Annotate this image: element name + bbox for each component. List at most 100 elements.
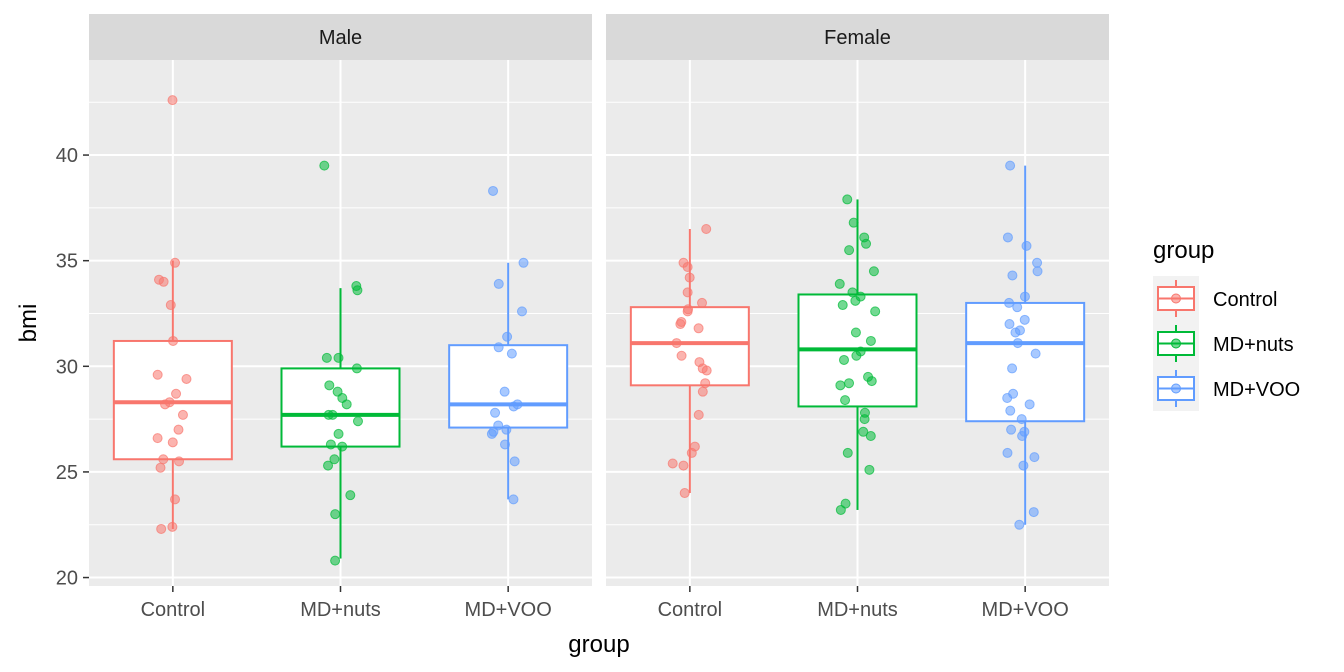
data-point xyxy=(850,327,861,338)
data-point xyxy=(847,287,858,298)
data-point xyxy=(319,160,330,171)
data-point xyxy=(1021,240,1032,251)
legend-item: MD+nuts xyxy=(1153,321,1294,366)
data-point xyxy=(333,428,344,439)
data-point xyxy=(678,460,689,471)
data-point xyxy=(697,297,708,308)
data-point xyxy=(1007,363,1018,374)
panel-male: Male Control MD+nuts MD+VOO xyxy=(89,14,592,621)
x-tick-label: Control xyxy=(141,599,205,621)
data-point xyxy=(1005,405,1016,416)
data-point xyxy=(352,285,363,296)
legend-label: MD+nuts xyxy=(1213,334,1294,356)
data-point xyxy=(321,352,332,363)
data-point xyxy=(155,462,166,473)
data-point xyxy=(486,428,497,439)
data-point xyxy=(1007,270,1018,281)
data-point xyxy=(1002,447,1013,458)
data-point xyxy=(167,437,178,448)
data-point xyxy=(851,350,862,361)
data-point xyxy=(1014,519,1025,530)
x-tick-label: Control xyxy=(658,599,722,621)
data-point xyxy=(337,441,348,452)
data-point xyxy=(701,223,712,234)
box-body xyxy=(629,306,750,387)
data-point xyxy=(1010,327,1021,338)
box-body xyxy=(448,344,569,429)
strip-label: Female xyxy=(824,27,891,49)
data-point xyxy=(167,95,178,106)
data-point xyxy=(682,287,693,298)
data-point xyxy=(170,494,181,505)
x-axis-title: group xyxy=(568,631,629,658)
data-point xyxy=(1032,266,1043,277)
data-point xyxy=(1018,460,1029,471)
data-point xyxy=(848,217,859,228)
strip-label: Male xyxy=(319,27,362,49)
panel-female: Female Control MD+nuts MD+VOO xyxy=(606,14,1109,621)
data-point xyxy=(1016,414,1027,425)
data-point xyxy=(840,395,851,406)
data-point xyxy=(844,378,855,389)
box-md-nuts xyxy=(797,194,918,515)
data-point xyxy=(686,447,697,458)
legend-key-point xyxy=(1171,338,1181,349)
data-point xyxy=(1012,302,1023,313)
x-tick-label: MD+nuts xyxy=(817,599,898,621)
data-point xyxy=(861,238,872,249)
data-point xyxy=(682,306,693,317)
strip-background xyxy=(606,14,1109,60)
legend: group Control MD+nuts MD+VOO xyxy=(1153,237,1300,411)
data-point xyxy=(158,454,169,465)
data-point xyxy=(864,464,875,475)
data-point xyxy=(174,456,185,467)
data-point xyxy=(1024,399,1035,410)
data-point xyxy=(1006,424,1017,435)
data-point xyxy=(493,278,504,289)
legend-key-point xyxy=(1171,293,1181,304)
data-point xyxy=(1004,319,1015,330)
data-point xyxy=(693,409,704,420)
data-point xyxy=(325,439,336,450)
data-point xyxy=(509,456,520,467)
data-point xyxy=(160,399,171,410)
data-point xyxy=(156,523,167,534)
data-point xyxy=(693,323,704,334)
y-axis-title: bmi xyxy=(15,304,42,343)
data-point xyxy=(684,272,695,283)
data-point xyxy=(351,363,362,374)
box-md-voo xyxy=(965,160,1086,530)
data-point xyxy=(850,295,861,306)
data-point xyxy=(835,504,846,515)
data-point xyxy=(488,185,499,196)
data-point xyxy=(1017,431,1028,442)
data-point xyxy=(341,399,352,410)
data-point xyxy=(333,352,344,363)
data-point xyxy=(676,350,687,361)
data-point xyxy=(667,458,678,469)
data-point xyxy=(345,490,356,501)
data-point xyxy=(697,386,708,397)
data-point xyxy=(1032,257,1043,268)
y-tick-label: 30 xyxy=(56,356,78,378)
x-tick-label: MD+nuts xyxy=(300,599,381,621)
data-point xyxy=(868,266,879,277)
strip-background xyxy=(89,14,592,60)
data-point xyxy=(1019,314,1030,325)
data-point xyxy=(1028,507,1039,518)
data-point xyxy=(865,431,876,442)
data-point xyxy=(324,380,335,391)
data-point xyxy=(870,306,881,317)
data-point xyxy=(839,354,850,365)
data-point xyxy=(700,378,711,389)
y-tick-label: 20 xyxy=(56,568,78,590)
data-point xyxy=(167,521,178,532)
data-point xyxy=(1029,452,1040,463)
data-point xyxy=(671,338,682,349)
data-point xyxy=(177,409,188,420)
data-point xyxy=(158,276,169,287)
data-point xyxy=(858,426,869,437)
data-point xyxy=(490,407,501,418)
legend-key-point xyxy=(1171,383,1181,394)
data-point xyxy=(1002,232,1013,243)
